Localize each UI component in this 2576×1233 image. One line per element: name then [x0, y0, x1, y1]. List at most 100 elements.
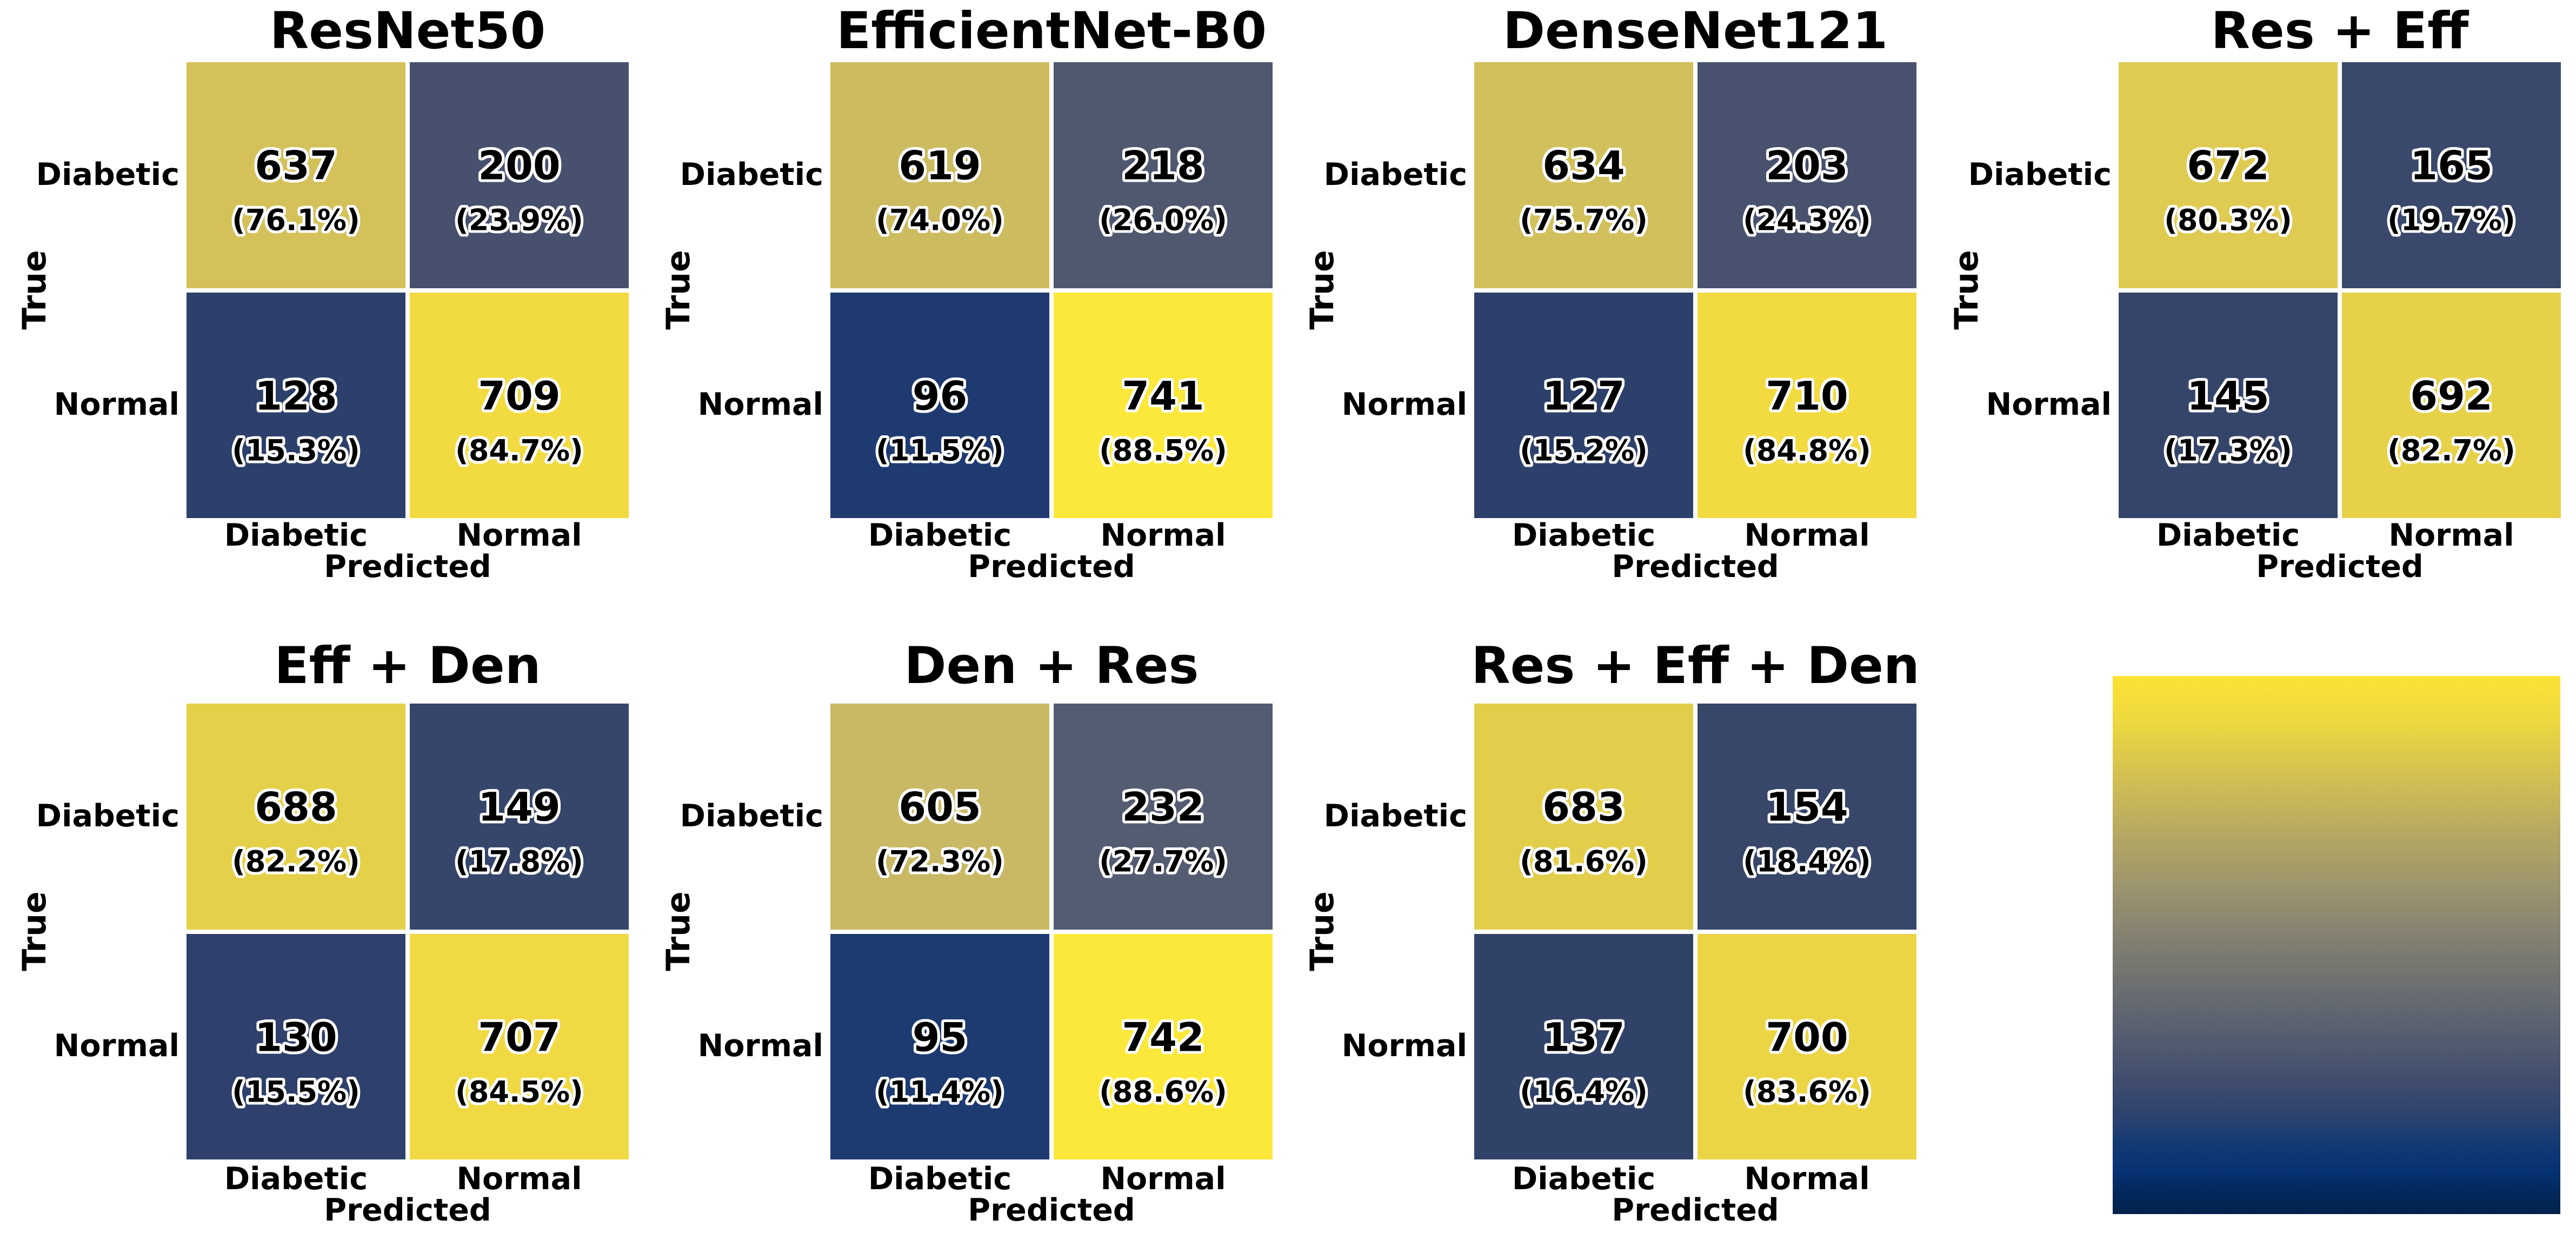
cell-percent: (84.5%) [455, 1075, 583, 1109]
cm-cell: 683 (81.6%) [1474, 704, 1693, 930]
cm-cell: 203 (24.3%) [1698, 62, 1916, 288]
cell-count: 145 [2187, 373, 2269, 420]
cell-count: 619 [898, 143, 981, 189]
cell-percent: (76.1%) [232, 203, 360, 237]
x-axis-label: Predicted [1612, 549, 1779, 585]
row-label-diabetic: Diabetic [36, 798, 179, 834]
panel-title: DenseNet121 [1503, 2, 1888, 61]
cm-cell: 145 (17.3%) [2119, 292, 2338, 518]
panel-title: Den + Res [904, 637, 1199, 695]
cell-percent: (17.8%) [455, 844, 583, 879]
tick-label-normal: Normal [1744, 1161, 1870, 1197]
y-axis-label: True [660, 891, 697, 971]
cell-percent: (27.7%) [1099, 844, 1227, 879]
cell-percent: (15.3%) [232, 433, 360, 468]
confusion-matrix: 683 (81.6%) 154 (18.4%) 137 (16.4%) 700 (83.… [1474, 704, 1916, 1159]
cm-cell: 634 (75.7%) [1474, 62, 1693, 288]
tick-label-diabetic: Diabetic [1512, 1161, 1656, 1197]
cell-percent: (19.7%) [2387, 203, 2515, 237]
row-label-diabetic: Diabetic [1323, 157, 1467, 193]
cm-cell: 96 (11.5%) [830, 292, 1049, 518]
cell-percent: (72.3%) [876, 844, 1004, 879]
cell-count: 218 [1122, 143, 1204, 189]
cell-count: 683 [1542, 784, 1625, 831]
cell-percent: (16.4%) [1520, 1075, 1648, 1109]
panel-den-res: Den + Res True Diabetic Normal 605 (72.3%… [644, 616, 1288, 1233]
row-label-diabetic: Diabetic [1323, 798, 1467, 834]
cm-cell: 605 (72.3%) [830, 704, 1049, 930]
cell-count: 130 [255, 1015, 337, 1061]
cell-percent: (84.8%) [1743, 433, 1871, 468]
x-axis-label: Predicted [324, 549, 491, 585]
cm-cell: 707 (84.5%) [410, 933, 629, 1159]
panel-title: Res + Eff + Den [1471, 637, 1920, 695]
row-label-normal: Normal [1341, 387, 1467, 422]
y-axis-label: True [16, 891, 54, 971]
cm-cell: 165 (19.7%) [2342, 62, 2561, 288]
cell-count: 700 [1766, 1015, 1848, 1061]
tick-label-diabetic: Diabetic [868, 518, 1012, 553]
cell-count: 605 [898, 784, 981, 831]
row-label-normal: Normal [1341, 1028, 1467, 1064]
colorbar-gradient [2113, 676, 2560, 1214]
cell-percent: (15.5%) [232, 1075, 360, 1109]
x-axis-label: Predicted [968, 549, 1135, 585]
cm-cell: 128 (15.3%) [187, 292, 405, 518]
y-axis-label: True [1303, 891, 1341, 971]
cm-cell: 218 (26.0%) [1054, 62, 1273, 288]
y-axis-label: True [1948, 250, 1986, 330]
cell-count: 742 [1122, 1015, 1204, 1061]
panel-title: Eff + Den [274, 637, 541, 695]
cell-percent: (75.7%) [1520, 203, 1648, 237]
x-axis-label: Predicted [968, 1192, 1135, 1228]
cm-cell: 137 (16.4%) [1474, 933, 1693, 1159]
cell-count: 96 [912, 373, 968, 420]
row-label-normal: Normal [1986, 387, 2112, 422]
cell-count: 232 [1122, 784, 1204, 831]
cm-cell: 130 (15.5%) [187, 933, 405, 1159]
cell-percent: (11.4%) [876, 1075, 1004, 1109]
cell-count: 672 [2187, 143, 2269, 189]
tick-label-normal: Normal [456, 1161, 582, 1197]
cm-cell: 700 (83.6%) [1698, 933, 1916, 1159]
tick-label-diabetic: Diabetic [868, 1161, 1012, 1197]
cm-cell: 688 (82.2%) [187, 704, 405, 930]
row-label-diabetic: Diabetic [36, 157, 179, 193]
x-axis-label: Predicted [324, 1192, 491, 1228]
cm-cell: 692 (82.7%) [2342, 292, 2561, 518]
panel-colorbar [1932, 616, 2576, 1233]
cell-percent: (82.2%) [232, 844, 360, 879]
panel-title: Res + Eff [2211, 2, 2469, 61]
confusion-matrix: 634 (75.7%) 203 (24.3%) 127 (15.2%) 710 (84.… [1474, 62, 1916, 518]
cell-percent: (81.6%) [1520, 844, 1648, 879]
row-label-normal: Normal [54, 1028, 179, 1064]
cell-percent: (23.9%) [455, 203, 583, 237]
cell-percent: (83.6%) [1743, 1075, 1871, 1109]
cell-percent: (24.3%) [1743, 203, 1871, 237]
cm-cell: 710 (84.8%) [1698, 292, 1916, 518]
y-axis-label: True [660, 250, 697, 330]
confusion-matrix: 619 (74.0%) 218 (26.0%) 96 (11.5%) 741 (88.5… [830, 62, 1273, 518]
tick-label-diabetic: Diabetic [224, 518, 368, 553]
tick-label-diabetic: Diabetic [2156, 518, 2300, 553]
y-axis-label: True [16, 250, 54, 330]
cell-percent: (18.4%) [1743, 844, 1871, 879]
cell-percent: (26.0%) [1099, 203, 1227, 237]
cell-percent: (15.2%) [1520, 433, 1648, 468]
tick-label-normal: Normal [1100, 518, 1226, 553]
cell-count: 688 [255, 784, 337, 831]
cell-count: 741 [1122, 373, 1204, 420]
cm-cell: 741 (88.5%) [1054, 292, 1273, 518]
cell-count: 203 [1766, 143, 1848, 189]
cm-cell: 619 (74.0%) [830, 62, 1049, 288]
tick-label-normal: Normal [1744, 518, 1870, 553]
cell-count: 149 [478, 784, 561, 831]
panel-resnet50: ResNet50 True Diabetic Normal 637 (76.1%)… [0, 0, 644, 616]
cell-count: 127 [1542, 373, 1625, 420]
panel-res-eff-den: Res + Eff + Den True Diabetic Normal 683… [1288, 616, 1932, 1233]
row-label-diabetic: Diabetic [680, 157, 823, 193]
cell-count: 128 [255, 373, 337, 420]
panel-eff-den: Eff + Den True Diabetic Normal 688 (82.2%… [0, 616, 644, 1233]
y-axis-label: True [1303, 250, 1341, 330]
cell-count: 709 [478, 373, 561, 420]
